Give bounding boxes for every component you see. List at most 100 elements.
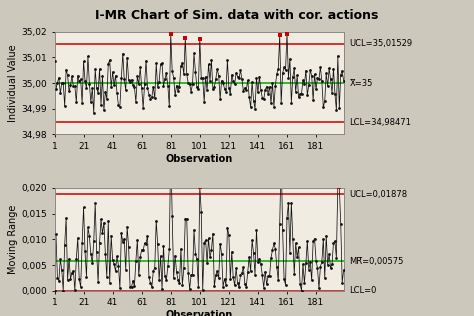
- Point: [118, 76, 125, 81]
- Point: [73, 100, 80, 105]
- Point: [87, 100, 95, 105]
- Point: [199, 75, 207, 80]
- Point: [100, 220, 108, 225]
- Point: [61, 103, 68, 108]
- Point: [257, 88, 264, 93]
- Point: [210, 84, 218, 89]
- Point: [318, 259, 326, 264]
- Point: [54, 275, 61, 280]
- Point: [68, 270, 76, 276]
- Point: [177, 246, 185, 252]
- Point: [269, 80, 276, 85]
- Point: [122, 267, 129, 272]
- Point: [67, 276, 74, 281]
- Point: [171, 93, 179, 98]
- Point: [293, 255, 301, 260]
- Point: [167, 32, 174, 37]
- Point: [91, 201, 99, 206]
- Point: [198, 76, 205, 81]
- Point: [266, 274, 273, 279]
- Point: [266, 84, 273, 89]
- Point: [157, 62, 164, 67]
- Point: [84, 54, 92, 59]
- Point: [139, 106, 147, 111]
- Point: [330, 240, 337, 245]
- Point: [65, 89, 73, 94]
- Point: [137, 65, 144, 70]
- Point: [318, 79, 326, 84]
- Point: [135, 82, 143, 87]
- Point: [219, 80, 227, 85]
- Point: [71, 288, 79, 293]
- Point: [232, 70, 240, 75]
- Point: [100, 107, 108, 112]
- Point: [183, 216, 191, 221]
- Point: [251, 106, 259, 111]
- Point: [149, 84, 157, 89]
- Point: [272, 83, 279, 88]
- Point: [235, 285, 243, 290]
- Point: [187, 272, 195, 277]
- Point: [303, 93, 311, 98]
- Point: [189, 272, 196, 277]
- Point: [218, 78, 226, 83]
- Point: [157, 253, 164, 258]
- Point: [151, 96, 159, 101]
- Point: [215, 275, 222, 280]
- Point: [274, 278, 282, 283]
- Point: [96, 66, 103, 71]
- Point: [238, 77, 246, 82]
- Point: [206, 78, 214, 83]
- Point: [282, 68, 289, 73]
- Point: [298, 91, 305, 96]
- Point: [253, 227, 260, 232]
- Point: [224, 58, 231, 63]
- Point: [227, 276, 234, 281]
- Point: [331, 239, 339, 244]
- Point: [312, 87, 320, 92]
- Point: [305, 267, 312, 272]
- Point: [149, 269, 157, 274]
- Point: [63, 67, 70, 72]
- Point: [306, 68, 314, 73]
- Point: [59, 81, 67, 86]
- Point: [52, 87, 60, 92]
- Point: [101, 252, 109, 257]
- Point: [163, 278, 170, 283]
- Point: [305, 82, 312, 87]
- Point: [78, 241, 86, 246]
- Point: [132, 259, 140, 264]
- Text: LCL=0: LCL=0: [349, 286, 377, 295]
- Point: [68, 74, 76, 79]
- Point: [183, 72, 191, 77]
- Point: [194, 285, 202, 290]
- Point: [160, 83, 167, 88]
- Point: [222, 89, 230, 94]
- Point: [221, 86, 228, 91]
- Point: [243, 87, 250, 92]
- X-axis label: Observation: Observation: [165, 154, 233, 164]
- Point: [113, 90, 121, 95]
- Point: [239, 88, 247, 94]
- Point: [270, 104, 278, 109]
- Point: [248, 238, 256, 243]
- Point: [128, 77, 135, 82]
- Point: [314, 265, 321, 270]
- Point: [321, 276, 328, 281]
- Point: [155, 278, 163, 283]
- Point: [311, 72, 319, 77]
- Point: [221, 276, 228, 282]
- Point: [321, 99, 328, 104]
- Point: [99, 231, 106, 236]
- Point: [324, 84, 331, 89]
- Point: [258, 273, 266, 278]
- Point: [334, 53, 342, 58]
- Point: [282, 282, 289, 287]
- Point: [338, 68, 346, 73]
- Point: [182, 36, 189, 41]
- Point: [56, 257, 64, 262]
- Point: [228, 72, 236, 77]
- Point: [286, 56, 294, 61]
- Point: [171, 253, 179, 258]
- Point: [257, 261, 264, 266]
